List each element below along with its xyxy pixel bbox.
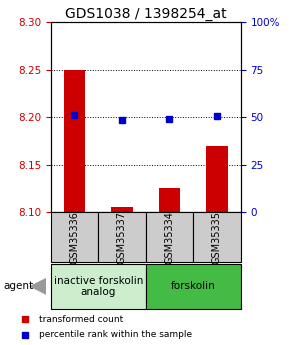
Bar bbox=[51, 264, 146, 309]
Bar bbox=[111, 207, 133, 212]
Bar bbox=[51, 212, 98, 262]
Text: transformed count: transformed count bbox=[39, 315, 123, 324]
Text: GSM35334: GSM35334 bbox=[164, 211, 175, 264]
Bar bbox=[146, 264, 241, 309]
Text: inactive forskolin
analog: inactive forskolin analog bbox=[54, 276, 143, 297]
Text: forskolin: forskolin bbox=[171, 282, 215, 291]
Bar bbox=[159, 188, 180, 212]
Bar bbox=[206, 146, 228, 212]
Polygon shape bbox=[29, 278, 46, 295]
Text: agent: agent bbox=[3, 282, 33, 291]
Bar bbox=[146, 212, 193, 262]
Bar bbox=[193, 212, 241, 262]
Bar bbox=[98, 212, 146, 262]
Text: GSM35335: GSM35335 bbox=[212, 211, 222, 264]
Text: percentile rank within the sample: percentile rank within the sample bbox=[39, 330, 192, 339]
Title: GDS1038 / 1398254_at: GDS1038 / 1398254_at bbox=[65, 7, 226, 21]
Bar bbox=[64, 70, 85, 212]
Text: GSM35336: GSM35336 bbox=[70, 211, 79, 264]
Text: GSM35337: GSM35337 bbox=[117, 211, 127, 264]
